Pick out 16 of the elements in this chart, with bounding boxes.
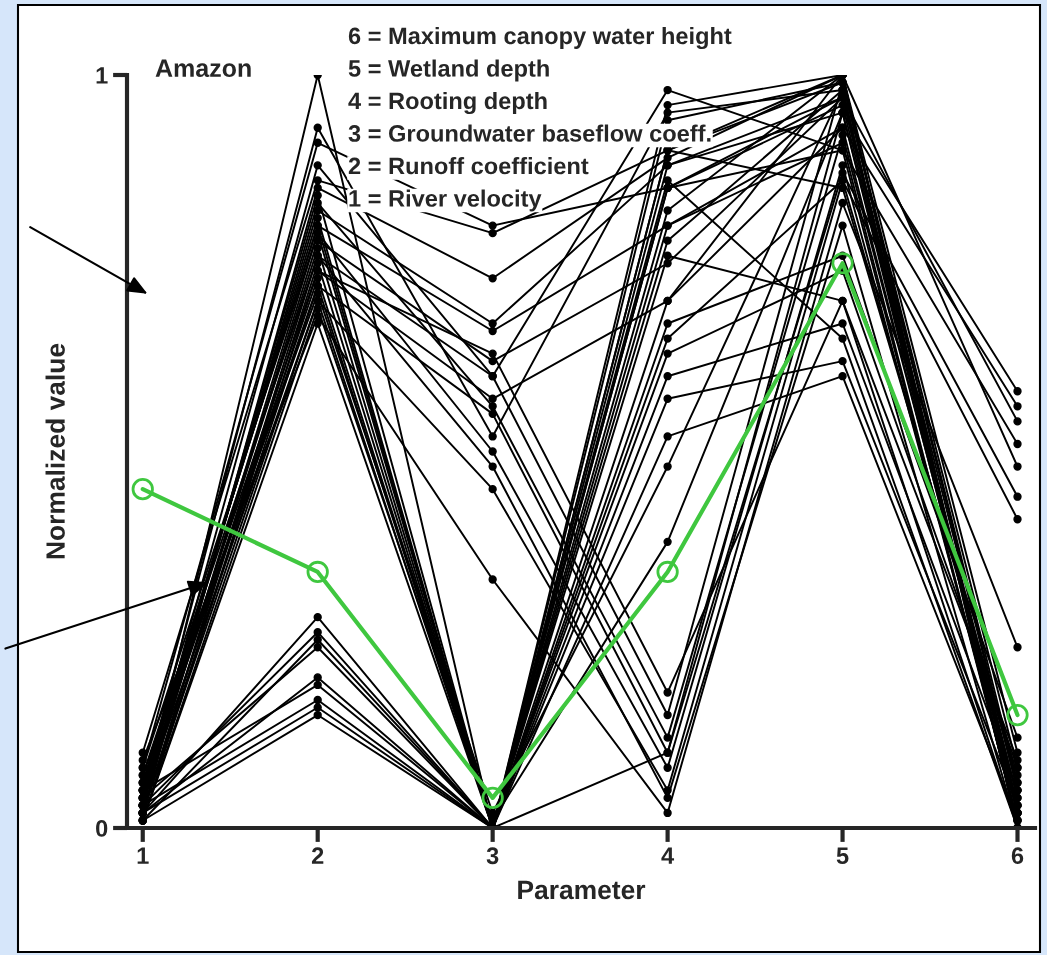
annotation: 3 = Groundwater baseflow coeff. (348, 124, 711, 142)
text: 6 = Maximum canopy water height (348, 26, 732, 50)
annotation: 4 = Rooting depth (348, 91, 547, 115)
annotation: 2 = Runoff coefficient (348, 157, 589, 175)
chart-title: Amazon (155, 59, 251, 78)
x-tick-label: 3 (486, 847, 499, 865)
x-tick-label: 4 (661, 847, 675, 864)
annotation: 5 = Wetland depth (348, 59, 549, 82)
y-tick-label: 0 (96, 820, 108, 837)
x-tick-label: 5 (836, 847, 849, 865)
y-axis-title: Normalized value (45, 343, 65, 559)
x-tick-label: 2 (311, 847, 324, 864)
x-tick-label: 1 (137, 847, 149, 864)
x-tick-label: 6 (1011, 847, 1024, 865)
annotation: 1 = River velocity (349, 189, 542, 212)
x-axis-title: Parameter (518, 880, 646, 900)
